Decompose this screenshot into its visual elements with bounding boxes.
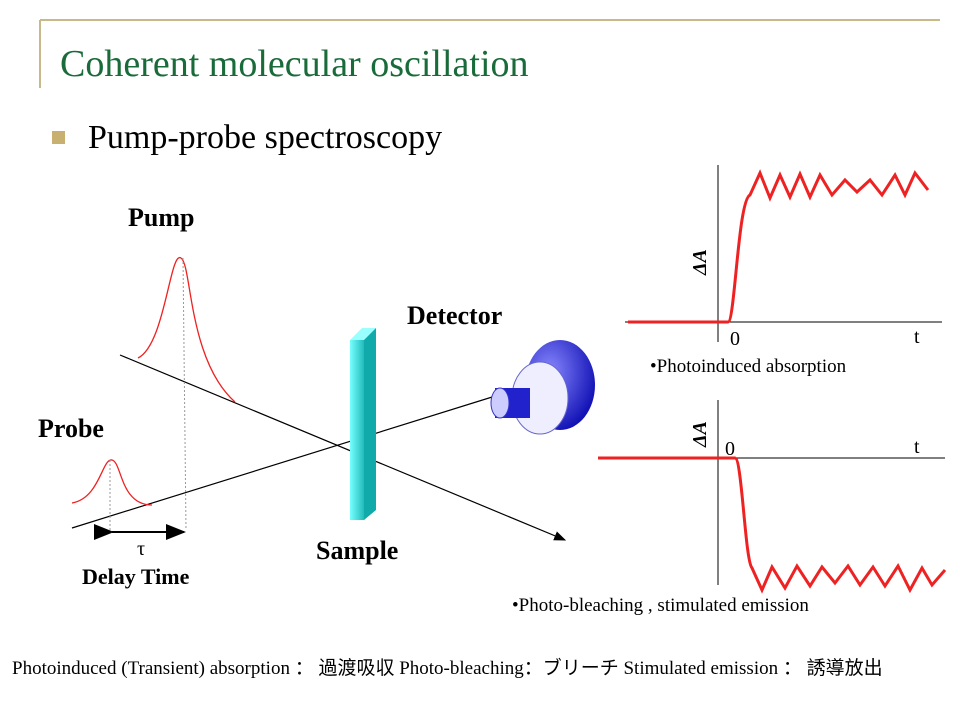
sample	[350, 340, 364, 520]
sample-top	[350, 328, 376, 340]
origin-label: 0	[730, 328, 740, 350]
caption: •Photoinduced absorption	[650, 356, 847, 377]
detector-tube-end	[490, 387, 510, 419]
probe-beam	[71, 391, 507, 529]
bullet: Pump-probe spectroscopy	[88, 119, 442, 156]
bullet-marker	[52, 131, 65, 144]
origin-label: 0	[725, 438, 735, 460]
sample-label: Sample	[316, 536, 398, 565]
x-label: t	[914, 326, 920, 348]
y-label: ΔA	[689, 249, 711, 276]
sample-side	[364, 328, 376, 520]
tau-label: τ	[137, 538, 145, 560]
title: Coherent molecular oscillation	[60, 43, 529, 85]
y-label: ΔA	[689, 421, 711, 448]
pump-label: Pump	[128, 203, 194, 232]
probe-label: Probe	[38, 414, 104, 443]
pump-pulse	[137, 257, 236, 403]
probe-pulse	[71, 459, 153, 506]
footer-note: Photoinduced (Transient) absorption ： 過渡…	[12, 658, 883, 679]
signal-curve	[598, 456, 947, 594]
guide	[182, 257, 187, 531]
signal-curve	[628, 169, 930, 324]
pump-beam	[119, 354, 567, 541]
x-label: t	[914, 436, 920, 458]
delay-label: Delay Time	[82, 564, 190, 589]
caption: •Photo-bleaching , stimulated emission	[512, 595, 809, 616]
detector-label: Detector	[407, 301, 502, 330]
